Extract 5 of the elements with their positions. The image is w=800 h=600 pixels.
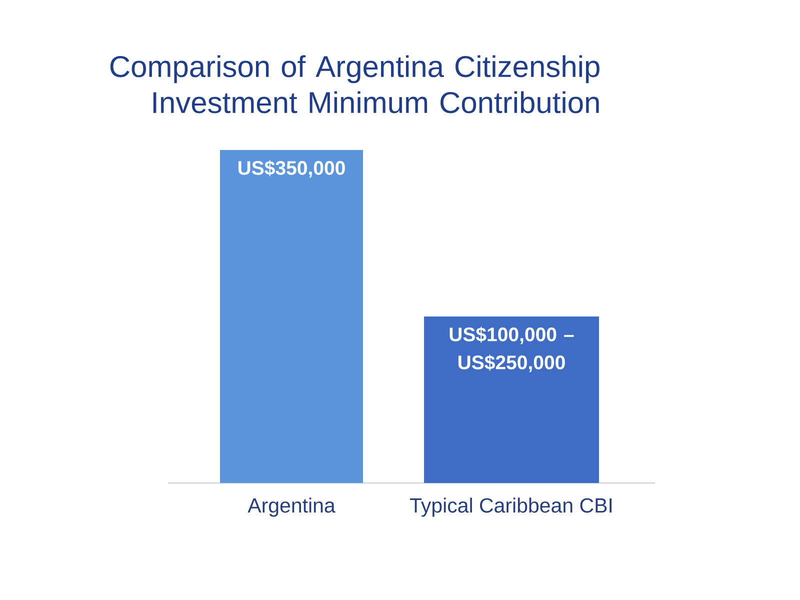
data-label: US$350,000 bbox=[238, 160, 345, 178]
x-tick-label: Typical Caribbean CBI bbox=[410, 498, 612, 517]
chart-title: Comparison of Argentina Citizenship Investment Minimum Contribution bbox=[110, 55, 600, 114]
data-label: US$100,000 – US$250,000 bbox=[450, 326, 574, 372]
x-tick-label: Argentina bbox=[248, 498, 336, 517]
